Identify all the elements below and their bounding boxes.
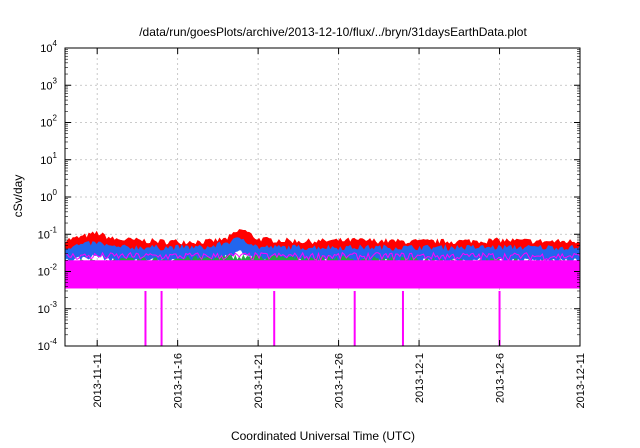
series-magenta-band <box>65 260 580 289</box>
y-tick-label: 10-1 <box>38 225 58 241</box>
x-tick-label: 2013-12-11 <box>575 353 587 408</box>
x-tick-label: 2013-11-26 <box>334 353 346 408</box>
y-tick-label: 101 <box>40 151 57 167</box>
y-tick-label: 102 <box>40 114 57 130</box>
y-tick-label: 10-3 <box>38 300 58 316</box>
y-axis: 10-4 10-3 10-2 10-1 100 101 102 103 104 <box>38 39 580 353</box>
plot-frame <box>64 47 581 347</box>
chart-title: /data/run/goesPlots/archive/2013-12-10/f… <box>139 25 527 39</box>
y-tick-label: 10-4 <box>38 337 58 353</box>
x-tick-label: 2013-11-21 <box>253 353 265 408</box>
y-axis-label: cSv/day <box>11 175 25 218</box>
x-tick-label: 2013-11-11 <box>92 353 104 408</box>
x-tick-label: 2013-12-1 <box>414 353 426 403</box>
grid-lines <box>65 48 580 346</box>
x-tick-label: 2013-11-16 <box>173 353 185 408</box>
x-axis-label: Coordinated Universal Time (UTC) <box>231 429 415 443</box>
y-tick-label: 10-2 <box>38 263 58 279</box>
x-axis: 2013-11-11 2013-11-16 2013-11-21 2013-11-26… <box>92 48 587 408</box>
x-tick-label: 2013-12-6 <box>495 353 507 403</box>
y-tick-label: 103 <box>40 76 57 92</box>
plot-area <box>64 229 581 346</box>
y-tick-label: 100 <box>40 188 57 204</box>
series-magenta-top <box>64 251 581 262</box>
y-tick-label: 104 <box>40 39 57 55</box>
